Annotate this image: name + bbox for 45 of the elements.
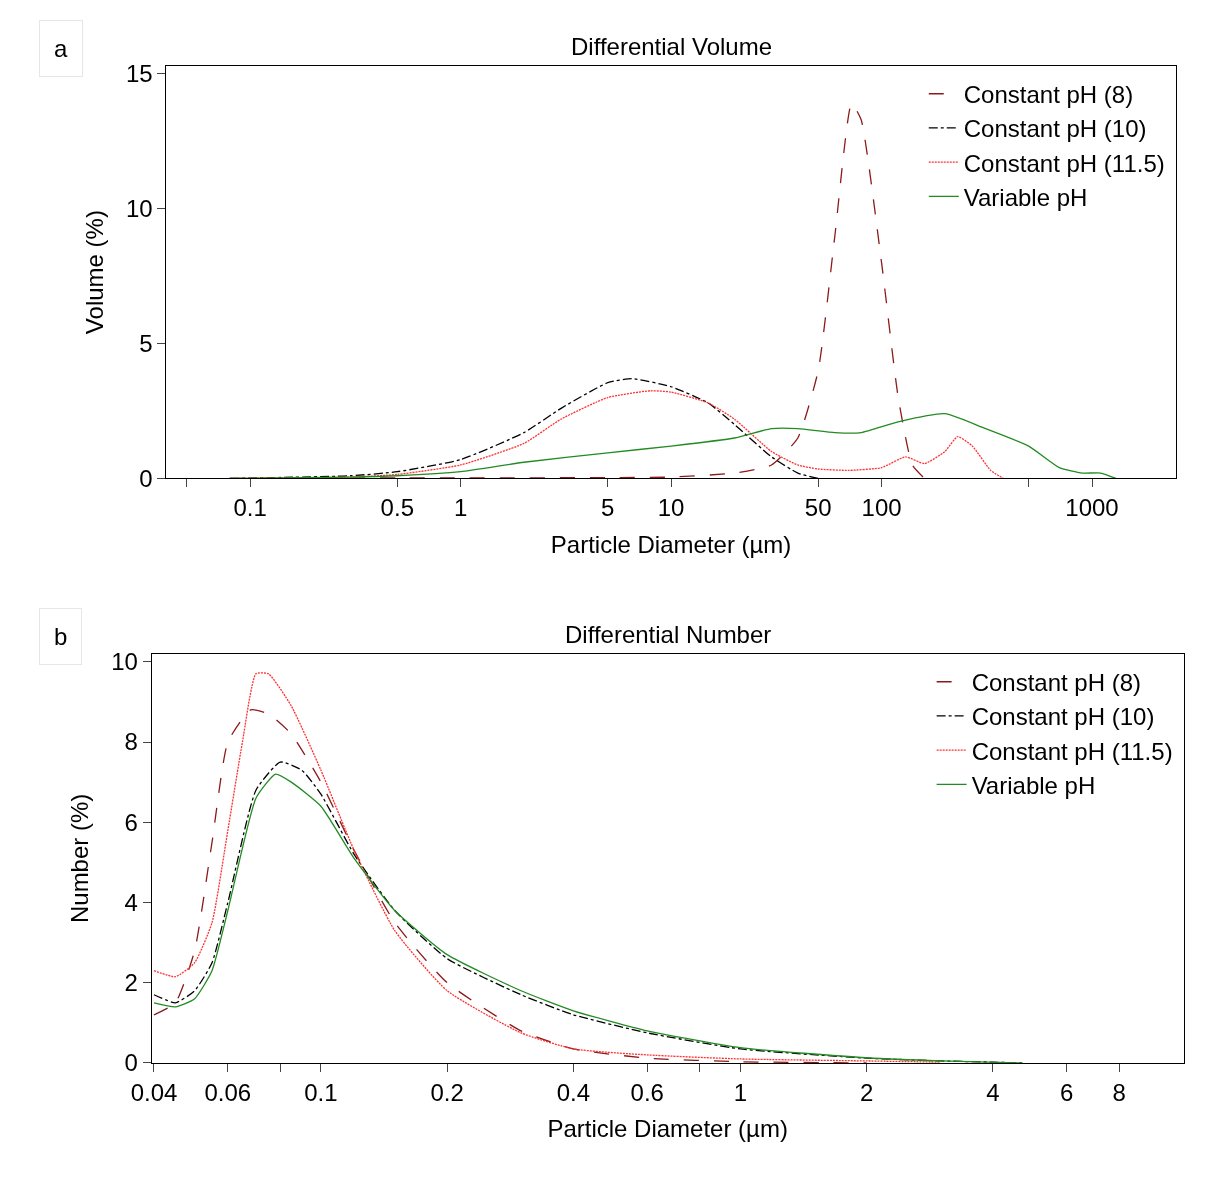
x-tick-label: 0.4 [556, 1078, 591, 1106]
x-tick-label: 4 [986, 1078, 1000, 1106]
x-tick-label: 8 [1112, 1078, 1126, 1106]
x-tick-label: 10 [657, 494, 685, 522]
y-tick-label: 8 [124, 728, 138, 756]
y-axis-title: Number (%) [66, 793, 94, 924]
y-tick-label: 10 [125, 195, 153, 223]
x-tick-label: 0.1 [233, 494, 267, 522]
legend-label: Variable pH [971, 771, 1096, 799]
x-tick-label: 100 [861, 494, 902, 522]
legend-label: Constant pH (8) [963, 81, 1134, 109]
x-tick-label: 0.1 [304, 1078, 338, 1106]
x-tick-label: 0.04 [130, 1078, 178, 1106]
x-tick-label: 1000 [1065, 494, 1119, 522]
x-axis-title: Particle Diameter (µm) [547, 1115, 788, 1143]
y-tick-label: 4 [124, 888, 138, 916]
legend-label: Constant pH (10) [963, 115, 1147, 143]
legend-label: Constant pH (11.5) [963, 149, 1165, 177]
x-tick-label: 2 [859, 1078, 874, 1106]
x-tick-label: 0.06 [204, 1078, 252, 1106]
chart-title: Differential Volume [571, 33, 772, 60]
x-tick-label: 0.6 [630, 1078, 664, 1106]
y-tick-label: 0 [139, 464, 153, 492]
legend-label: Constant pH (8) [971, 669, 1142, 697]
chart-title: Differential Number [565, 621, 772, 648]
y-axis-title: Volume (%) [81, 210, 109, 335]
y-tick-label: 2 [124, 969, 138, 997]
x-tick-label: 6 [1060, 1078, 1074, 1106]
x-tick-label: 50 [804, 494, 832, 522]
x-tick-label: 0.5 [380, 494, 414, 522]
x-axis-title: Particle Diameter (µm) [550, 530, 792, 558]
x-tick-label: 1 [453, 494, 468, 522]
text: b [54, 623, 68, 650]
x-tick-label: 1 [733, 1078, 748, 1106]
legend-label: Constant pH (10) [971, 703, 1155, 731]
text: a [54, 35, 68, 62]
y-tick-label: 0 [124, 1049, 138, 1077]
x-tick-label: 5 [601, 494, 615, 522]
y-tick-label: 6 [124, 808, 138, 836]
legend-label: Variable pH [963, 183, 1088, 211]
y-tick-label: 10 [111, 648, 138, 676]
x-tick-label: 0.2 [430, 1078, 464, 1106]
y-tick-label: 15 [125, 60, 153, 88]
legend-label: Constant pH (11.5) [971, 737, 1173, 765]
y-tick-label: 5 [139, 329, 153, 357]
